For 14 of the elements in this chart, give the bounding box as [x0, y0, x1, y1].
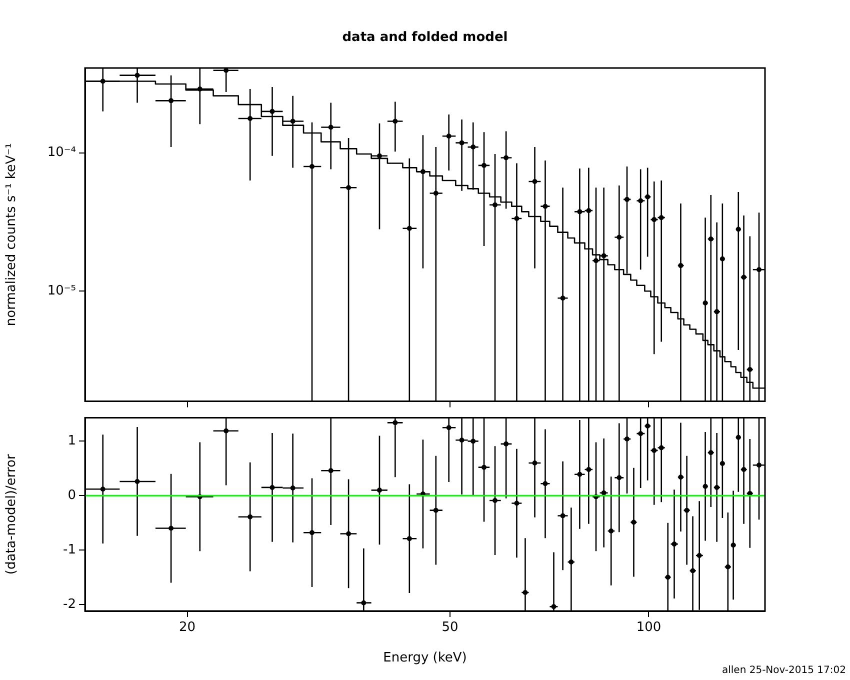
- chart-title: data and folded model: [341, 30, 509, 45]
- y-tick-label: 10⁻⁴: [47, 145, 76, 160]
- y-tick-label: 0: [68, 488, 76, 503]
- text: allen 25-Nov-2015 17:02: [722, 665, 846, 676]
- x-tick-label: 100: [636, 620, 662, 636]
- x-tick-label: 50: [442, 620, 458, 636]
- y-axis-title: normalized counts s⁻¹ keV⁻¹: [4, 143, 20, 326]
- x-axis-title: Energy (keV): [383, 650, 467, 666]
- y-tick-label: -2: [63, 596, 76, 612]
- y-tick-label: 10⁻⁵: [47, 283, 76, 298]
- y-tick-label: 1: [68, 434, 76, 449]
- y-axis-title: (data-model)/error: [4, 454, 20, 575]
- x-tick-label: 20: [178, 620, 196, 636]
- y-tick-label: -1: [63, 542, 76, 558]
